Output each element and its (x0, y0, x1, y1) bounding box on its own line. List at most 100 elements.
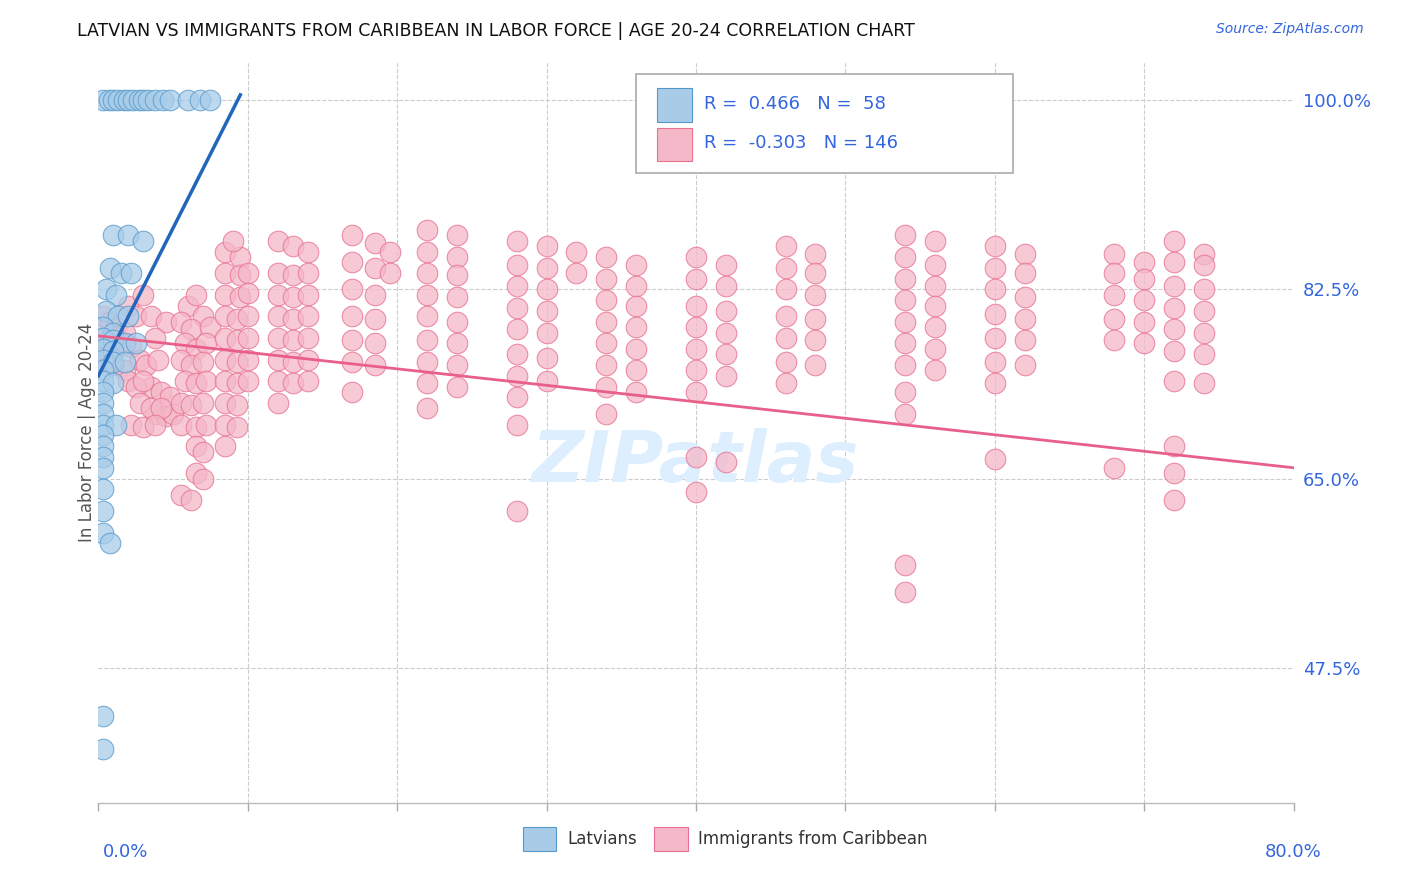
Point (117, 299, 139, 313)
Point (267, 396, 290, 410)
Point (685, 271, 707, 285)
Point (267, 310, 290, 324)
Point (804, 333, 827, 347)
Point (281, 355, 304, 369)
Point (446, 358, 468, 372)
Point (1014, 290, 1036, 304)
Point (685, 299, 707, 313)
Point (91, 385, 114, 400)
Point (229, 250, 252, 264)
Point (342, 282, 364, 296)
Point (506, 234, 529, 248)
Point (120, 266, 142, 280)
Point (98, 333, 122, 347)
Point (924, 279, 946, 293)
Point (281, 290, 304, 304)
Point (984, 239, 1007, 253)
Point (214, 374, 236, 388)
Point (1163, 322, 1185, 336)
Point (297, 331, 319, 345)
Point (91, 342, 114, 356)
Point (416, 333, 439, 347)
Point (595, 407, 617, 421)
Point (685, 484, 707, 499)
Point (446, 268, 468, 283)
Point (984, 452, 1007, 467)
Point (267, 352, 290, 367)
Point (1163, 255, 1185, 269)
Point (416, 288, 439, 302)
Point (894, 558, 917, 572)
Point (1133, 271, 1156, 285)
Point (297, 352, 319, 367)
Point (342, 355, 364, 369)
Point (924, 258, 946, 272)
Point (984, 331, 1007, 345)
Point (984, 307, 1007, 321)
Point (1163, 234, 1185, 248)
Point (150, 401, 173, 416)
Point (536, 260, 558, 275)
Point (1014, 266, 1036, 280)
Point (364, 288, 387, 302)
Point (91, 93, 114, 107)
Point (226, 419, 249, 434)
Point (626, 279, 648, 293)
Point (105, 320, 128, 334)
Point (132, 93, 155, 107)
Point (506, 417, 529, 432)
Point (626, 342, 648, 356)
Point (626, 299, 648, 313)
Point (364, 311, 387, 326)
Point (184, 376, 207, 391)
Point (195, 374, 218, 388)
FancyBboxPatch shape (637, 73, 1012, 173)
Point (226, 355, 249, 369)
Point (103, 326, 125, 340)
Point (342, 333, 364, 347)
Point (103, 93, 125, 107)
Point (188, 93, 211, 107)
Point (120, 340, 142, 354)
Point (132, 234, 155, 248)
Point (267, 288, 290, 302)
Point (281, 333, 304, 347)
Point (236, 310, 259, 324)
Text: Source: ZipAtlas.com: Source: ZipAtlas.com (1216, 22, 1364, 37)
Text: Immigrants from Caribbean: Immigrants from Caribbean (699, 830, 928, 848)
Point (297, 266, 319, 280)
Point (184, 419, 207, 434)
Point (894, 585, 917, 599)
Point (416, 244, 439, 259)
Point (894, 250, 917, 264)
Point (775, 331, 797, 345)
Point (229, 268, 252, 283)
Point (180, 398, 202, 412)
Point (804, 266, 827, 280)
Point (91, 504, 114, 518)
Point (159, 93, 181, 107)
Point (506, 258, 529, 272)
Point (191, 355, 214, 369)
Point (595, 271, 617, 285)
Point (129, 396, 152, 410)
Point (135, 358, 157, 372)
Point (91, 320, 114, 334)
Point (91, 396, 114, 410)
Point (984, 376, 1007, 391)
Point (1163, 344, 1185, 359)
Point (446, 315, 468, 329)
Point (177, 93, 200, 107)
Point (714, 326, 737, 340)
Text: 80.0%: 80.0% (1265, 843, 1322, 861)
Point (125, 380, 148, 394)
Point (1192, 347, 1215, 361)
Point (114, 355, 136, 369)
Point (91, 374, 114, 388)
Point (1104, 266, 1126, 280)
Point (222, 234, 245, 248)
Point (416, 266, 439, 280)
Point (364, 235, 387, 250)
Point (103, 376, 125, 391)
Point (114, 336, 136, 351)
